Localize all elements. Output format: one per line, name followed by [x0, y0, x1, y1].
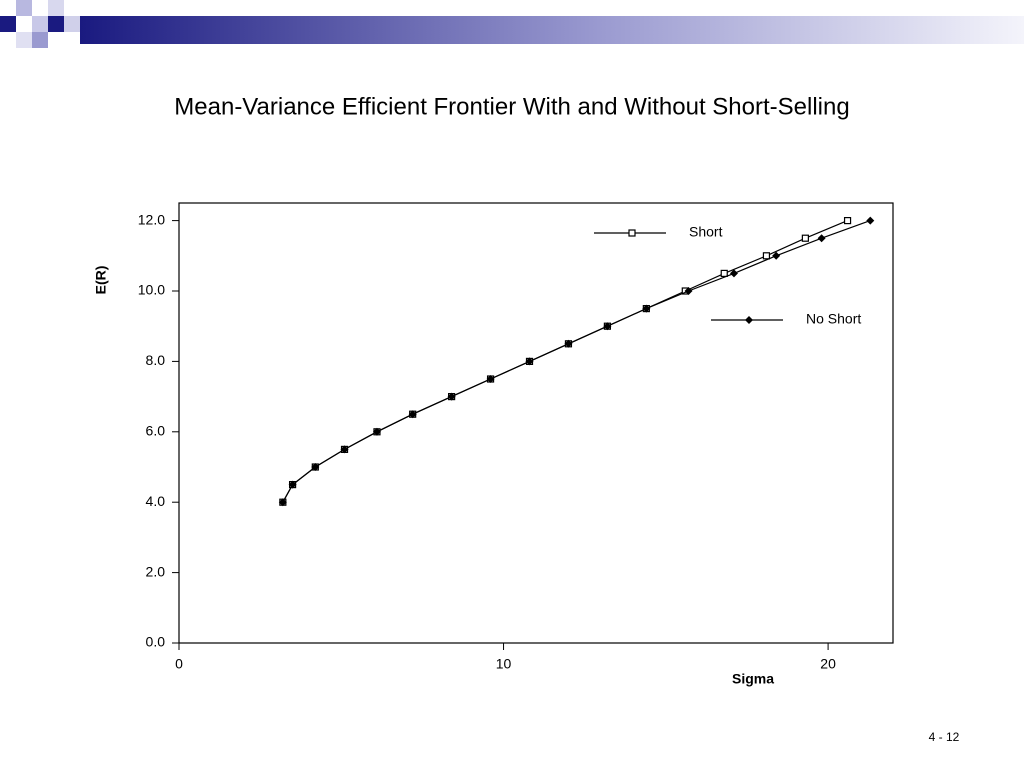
- x-tick-label: 10: [496, 656, 512, 672]
- marker: [372, 427, 381, 436]
- marker: [866, 216, 875, 225]
- page-number: 4 - 12: [929, 730, 960, 744]
- series-line: [282, 220, 848, 503]
- marker: [288, 480, 297, 489]
- marker: [720, 269, 728, 277]
- marker: [642, 304, 651, 313]
- marker: [684, 287, 693, 295]
- marker: [603, 322, 612, 331]
- y-tick-label: 4.0: [146, 493, 166, 509]
- x-axis-label: Sigma: [732, 671, 774, 687]
- y-tick-label: 10.0: [138, 282, 165, 298]
- legend-label: Short: [689, 224, 723, 240]
- marker: [408, 410, 417, 419]
- x-tick-label: 20: [820, 656, 836, 672]
- y-tick-label: 2.0: [146, 563, 166, 579]
- marker: [340, 445, 349, 454]
- series-line: [282, 220, 871, 503]
- y-tick-label: 8.0: [146, 352, 166, 368]
- marker: [772, 251, 781, 260]
- chart-title: Mean-Variance Efficient Frontier With an…: [174, 93, 849, 120]
- marker: [729, 269, 738, 278]
- y-tick-label: 0.0: [146, 634, 166, 650]
- y-tick-label: 12.0: [138, 211, 165, 227]
- marker: [843, 217, 852, 225]
- y-axis-label: E(R): [93, 266, 109, 295]
- marker: [525, 357, 534, 366]
- marker: [801, 234, 809, 242]
- marker: [762, 252, 771, 260]
- legend-marker: [745, 316, 753, 324]
- marker: [447, 392, 456, 401]
- marker: [486, 375, 495, 383]
- plot-frame: [178, 202, 894, 644]
- marker: [817, 234, 826, 243]
- y-tick-label: 6.0: [146, 423, 166, 439]
- x-tick-label: 0: [175, 656, 183, 672]
- marker: [311, 463, 320, 471]
- marker: [564, 339, 573, 348]
- legend-marker: [628, 229, 636, 237]
- legend-label: No Short: [806, 311, 861, 327]
- decoration: [0, 0, 1024, 48]
- marker: [278, 498, 287, 507]
